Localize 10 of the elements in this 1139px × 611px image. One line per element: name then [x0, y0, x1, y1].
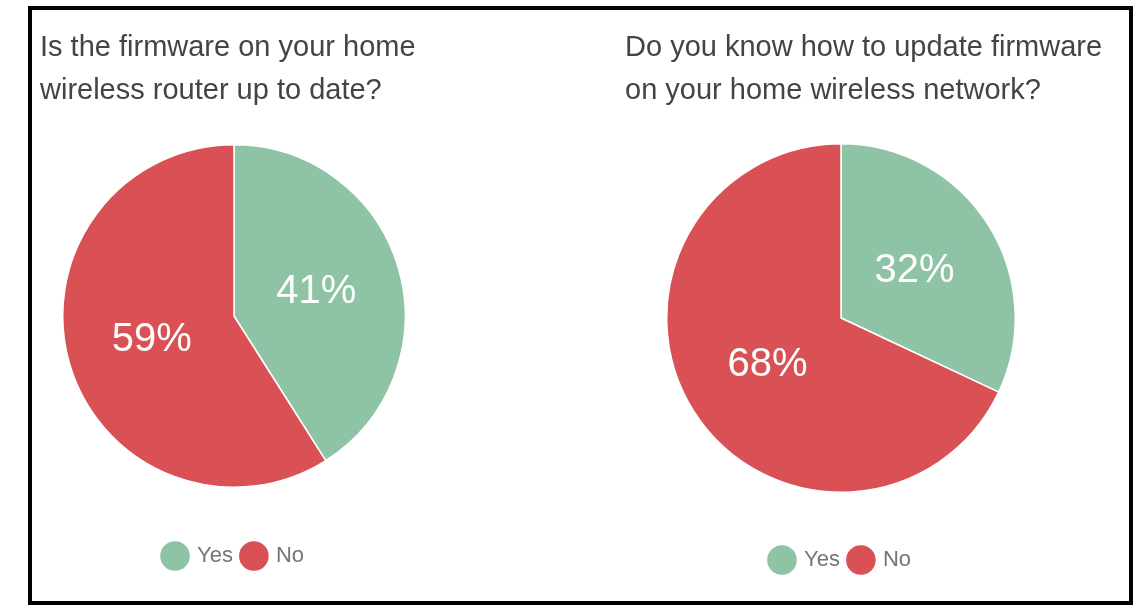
- data-label: 41%: [276, 267, 357, 312]
- legend-label: Yes: [196, 542, 233, 568]
- legend-label: No: [275, 542, 305, 568]
- legend-label: Yes: [803, 546, 840, 572]
- data-label: 68%: [727, 339, 808, 384]
- chart-title: Is the firmware on your home wireless router up to date?: [40, 29, 417, 107]
- data-label: 32%: [874, 246, 955, 291]
- data-label: 59%: [111, 314, 192, 359]
- chart-title: Do you know how to update firmware on your home wireless network?: [625, 29, 1104, 107]
- legend-label: No: [882, 546, 912, 572]
